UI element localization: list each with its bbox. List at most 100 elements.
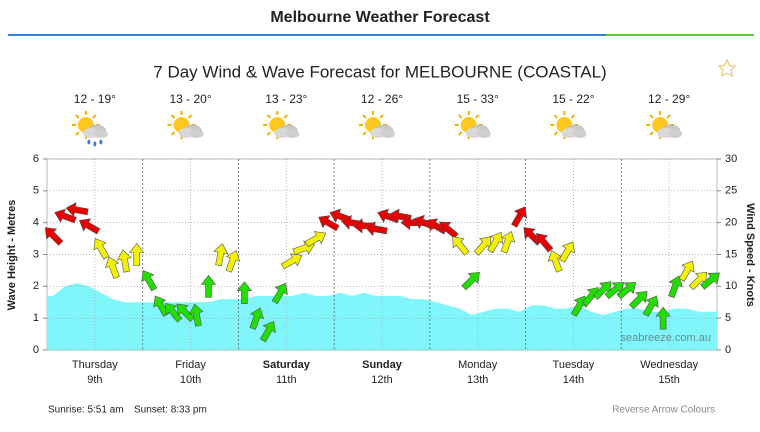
wave-height-area	[47, 283, 717, 350]
wind-arrow	[280, 253, 303, 270]
wind-arrow	[271, 282, 288, 305]
wind-arrow	[473, 236, 492, 256]
weather-icon	[550, 111, 587, 139]
y2-tick-label: 5	[725, 312, 731, 324]
temperature: 15 - 22°	[552, 92, 594, 106]
temperature: 13 - 23°	[265, 92, 307, 106]
sun-ray	[75, 114, 80, 119]
weather-icon	[454, 111, 491, 139]
y2-tick-label: 0	[725, 344, 731, 356]
y2-tick-label: 25	[725, 185, 737, 197]
sun-ray	[475, 114, 480, 119]
y-tick-label: 1	[33, 312, 39, 324]
cloud	[572, 130, 587, 138]
temperature: 12 - 29°	[648, 92, 690, 106]
sun-ray	[266, 114, 271, 119]
favourite-star[interactable]	[717, 58, 737, 77]
wind-arrow	[318, 215, 340, 232]
sun-ray	[170, 131, 176, 136]
sun-ray	[92, 114, 97, 119]
sun-ray	[553, 131, 559, 136]
wind-arrow	[93, 238, 110, 260]
watermark: seabreeze.com.au	[621, 332, 712, 344]
date-label: 9th	[87, 374, 102, 386]
wind-arrow	[165, 302, 183, 323]
rain-drop	[99, 139, 103, 145]
cloud	[93, 130, 108, 138]
wind-arrow	[65, 202, 89, 218]
y-tick-label: 0	[33, 344, 39, 356]
weather-icon	[263, 111, 300, 139]
y2-tick-label: 15	[725, 248, 737, 260]
y2-axis-label: Wind Speed - Knots	[744, 203, 756, 307]
wind-arrow	[593, 281, 612, 300]
cloud	[476, 130, 491, 138]
wind-arrow	[249, 307, 265, 330]
wind-arrow	[188, 303, 204, 327]
sunset: Sunset: 8:33 pm	[134, 405, 207, 416]
sun-ray	[283, 114, 288, 119]
rain-drop	[93, 141, 97, 147]
wind-arrow	[700, 272, 720, 290]
wind-arrow	[511, 206, 528, 228]
wind-arrow	[225, 250, 241, 273]
wind-arrow	[439, 221, 459, 239]
sun-ray	[570, 114, 576, 119]
day-label: Friday	[175, 359, 206, 371]
rain-drop	[87, 139, 91, 145]
wind-arrow	[129, 243, 145, 266]
y-tick-label: 6	[33, 153, 39, 165]
sun-ray	[379, 114, 384, 119]
sun-ray	[362, 114, 367, 119]
header-rule	[8, 34, 606, 36]
temperature: 12 - 19°	[74, 92, 116, 106]
date-label: 12th	[371, 374, 392, 386]
wind-arrow	[642, 295, 659, 317]
sun-ray	[187, 114, 193, 119]
sun-ray	[553, 114, 559, 119]
reverse-colours-link[interactable]: Reverse Arrow Colours	[612, 405, 715, 416]
date-label: 14th	[563, 374, 584, 386]
sun-ray	[649, 131, 654, 136]
chart-title: 7 Day Wind & Wave Forecast for MELBOURNE…	[153, 62, 606, 81]
sun-ray	[266, 131, 271, 136]
y2-tick-label: 30	[725, 153, 737, 165]
y-tick-label: 4	[33, 217, 39, 229]
wind-arrow	[259, 320, 276, 343]
y-axis-label: Wave Height - Metres	[6, 200, 18, 311]
wind-arrow	[200, 274, 217, 298]
wind-arrow	[236, 281, 253, 305]
wind-arrow	[105, 256, 120, 279]
day-label: Thursday	[72, 359, 118, 371]
date-label: 11th	[276, 374, 297, 386]
temperature: 12 - 26°	[361, 92, 403, 106]
wind-arrow	[604, 282, 625, 300]
wind-arrow	[116, 249, 132, 273]
date-label: 10th	[180, 374, 201, 386]
cloud	[668, 130, 683, 138]
y-tick-label: 3	[33, 248, 39, 260]
wind-arrow	[452, 236, 470, 256]
weather-icon	[646, 111, 683, 139]
cloud	[285, 130, 300, 138]
header-rule-accent	[606, 34, 754, 36]
day-label: Saturday	[263, 359, 311, 371]
wind-arrow	[78, 218, 101, 235]
wind-arrow	[678, 260, 695, 282]
wind-arrow	[54, 208, 77, 224]
y2-tick-label: 10	[725, 280, 737, 292]
sun-ray	[649, 114, 654, 119]
wind-arrow	[213, 243, 229, 267]
wind-arrow	[500, 230, 516, 254]
wind-arrow	[536, 232, 554, 253]
cloud	[381, 130, 395, 138]
day-label: Wednesday	[640, 359, 698, 371]
wind-arrow	[141, 270, 158, 292]
sun-ray	[458, 114, 463, 119]
sun-ray	[458, 131, 463, 136]
wind-arrow	[176, 303, 195, 323]
sun-ray	[666, 114, 671, 119]
sun-ray	[362, 131, 367, 136]
wind-arrow	[628, 290, 648, 310]
y-tick-label: 2	[33, 280, 39, 292]
